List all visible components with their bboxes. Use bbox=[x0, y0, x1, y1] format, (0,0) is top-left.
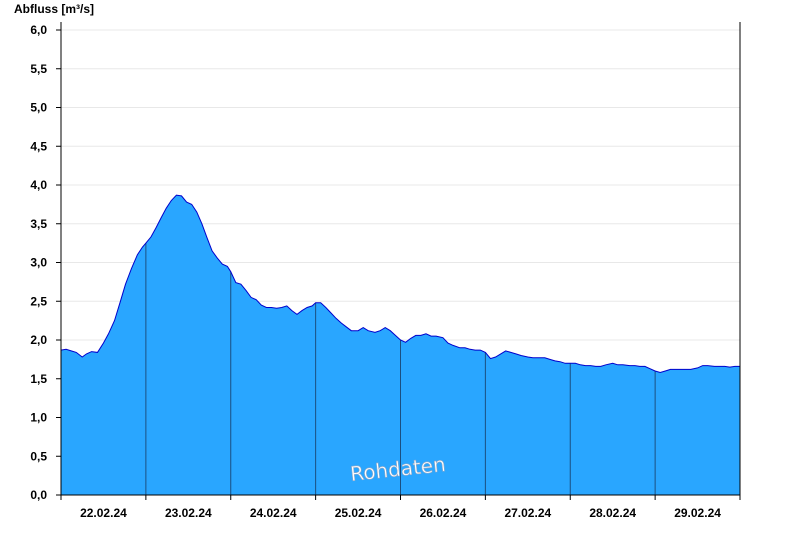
y-axis-label: Abfluss [m³/s] bbox=[14, 2, 94, 16]
y-tick-labels: 0,0 0,5 1,0 1,5 2,0 2,5 3,0 3,5 4,0 4,5 5,0 5,5 6,0 bbox=[30, 23, 47, 502]
x-tick-label: 28.02.24 bbox=[589, 506, 636, 520]
x-tick-label: 29.02.24 bbox=[674, 506, 721, 520]
y-tick-label: 5,0 bbox=[30, 101, 47, 115]
day-dividers bbox=[145, 243, 656, 495]
y-tick-label: 1,5 bbox=[30, 372, 47, 386]
y-tick-label: 2,0 bbox=[30, 333, 47, 347]
y-tick-label: 6,0 bbox=[30, 23, 47, 37]
y-tick-label: 3,5 bbox=[30, 217, 47, 231]
x-tick-label: 25.02.24 bbox=[335, 506, 382, 520]
y-tick-label: 4,5 bbox=[30, 139, 47, 153]
y-tick-label: 0,0 bbox=[30, 488, 47, 502]
x-tick-label: 24.02.24 bbox=[250, 506, 297, 520]
y-tick-label: 0,5 bbox=[30, 449, 47, 463]
x-tick-label: 26.02.24 bbox=[420, 506, 467, 520]
x-tick-label: 27.02.24 bbox=[504, 506, 551, 520]
axes bbox=[56, 22, 741, 500]
x-tick-label: 23.02.24 bbox=[165, 506, 212, 520]
discharge-line bbox=[60, 194, 740, 374]
y-tick-label: 3,0 bbox=[30, 256, 47, 270]
y-tick-label: 2,5 bbox=[30, 294, 47, 308]
x-tick-labels: 22.02.24 23.02.24 24.02.24 25.02.24 26.02.24… bbox=[80, 506, 721, 520]
y-tick-label: 1,0 bbox=[30, 411, 47, 425]
x-tick-label: 22.02.24 bbox=[80, 506, 127, 520]
y-tick-label: 4,0 bbox=[30, 178, 47, 192]
y-tick-label: 5,5 bbox=[30, 62, 47, 76]
